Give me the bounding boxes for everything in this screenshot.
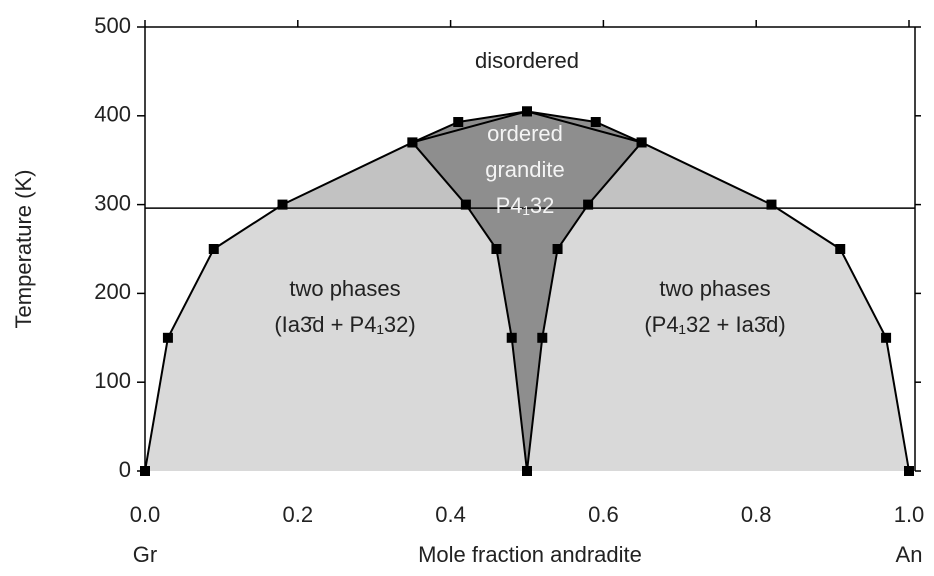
data-point xyxy=(407,137,418,148)
annotation: two phases xyxy=(659,276,770,301)
data-point xyxy=(162,332,173,343)
data-point xyxy=(460,199,471,210)
data-point xyxy=(453,117,464,128)
y-tick-label: 400 xyxy=(94,102,131,127)
data-point xyxy=(881,332,892,343)
data-point xyxy=(537,332,548,343)
end-label: Gr xyxy=(133,542,157,567)
plot: 0 100 200 300 400 500 0.0 0.2 0.4 0.6 0.8 1.0 disord… xyxy=(94,13,924,527)
y-tick-label: 200 xyxy=(94,279,131,304)
data-point xyxy=(552,244,563,254)
annotation: two phases xyxy=(289,276,400,301)
data-point xyxy=(491,244,502,254)
data-point xyxy=(766,199,777,210)
x-tick-label: 0.6 xyxy=(588,502,619,527)
x-tick-label: 0.2 xyxy=(283,502,314,527)
data-point xyxy=(522,466,532,476)
data-point xyxy=(583,199,594,210)
data-point xyxy=(522,106,532,117)
data-point xyxy=(506,332,517,343)
annotation: (P4₁32 + Ia3̄d) xyxy=(644,312,785,337)
annotation: grandite xyxy=(485,157,565,182)
annotation: disordered xyxy=(475,48,579,73)
data-point xyxy=(835,244,846,254)
x-tick-label: 1.0 xyxy=(894,502,925,527)
y-tick-label: 0 xyxy=(119,457,131,482)
data-point xyxy=(277,199,288,210)
x-tick-label: 0.0 xyxy=(130,502,161,527)
data-point xyxy=(590,117,601,128)
y-axis-label: Temperature (K) xyxy=(11,170,36,329)
data-point xyxy=(208,244,219,254)
annotation: (Ia3̄d + P4₁32) xyxy=(274,312,415,337)
y-tick-label: 300 xyxy=(94,190,131,215)
y-tick-label: 500 xyxy=(94,13,131,38)
data-point xyxy=(904,466,914,476)
y-tick-label: 100 xyxy=(94,368,131,393)
x-tick-label: 0.8 xyxy=(741,502,772,527)
annotation: ordered xyxy=(487,121,563,146)
annotation: P4₁32 xyxy=(496,193,555,218)
end-label: An xyxy=(896,542,923,567)
x-tick-label: 0.4 xyxy=(435,502,466,527)
x-axis-label: Mole fraction andradite xyxy=(418,542,642,567)
data-point xyxy=(636,137,647,148)
